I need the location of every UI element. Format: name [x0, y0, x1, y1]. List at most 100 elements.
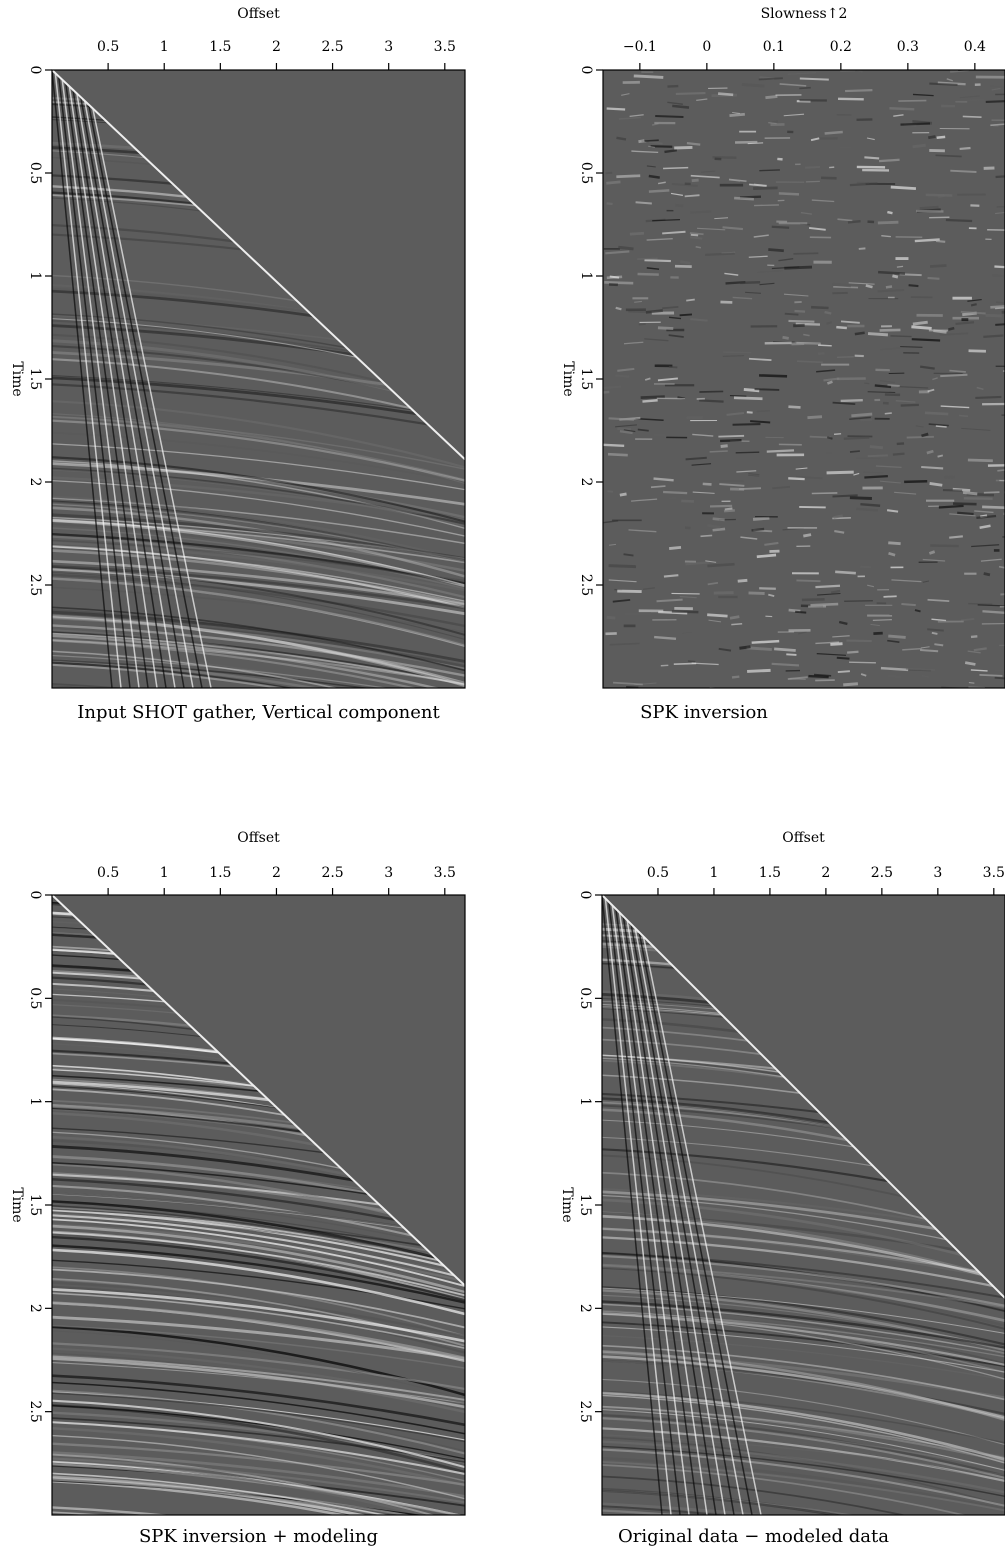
texture [914, 609, 921, 613]
texture [976, 514, 997, 519]
x-tick-label: 3 [384, 39, 393, 55]
texture [720, 444, 728, 449]
texture [799, 86, 811, 90]
x-tick-label: 0.5 [97, 39, 119, 55]
texture [52, 476, 465, 522]
texture [679, 596, 697, 599]
texture [900, 403, 919, 407]
texture [602, 1405, 1005, 1463]
texture [726, 412, 745, 416]
texture [675, 203, 684, 208]
texture [878, 270, 906, 275]
texture [908, 284, 919, 288]
texture [602, 1211, 1005, 1281]
texture [929, 264, 947, 268]
texture [887, 384, 900, 387]
texture [628, 529, 657, 533]
texture [734, 196, 754, 201]
texture [623, 341, 644, 345]
texture [707, 562, 735, 568]
texture [759, 587, 776, 590]
texture [602, 1502, 1005, 1515]
texture [52, 501, 465, 563]
texture [889, 107, 915, 111]
texture [602, 1490, 1005, 1515]
texture [887, 639, 900, 643]
texture [795, 467, 808, 470]
texture [52, 567, 465, 616]
texture [898, 385, 929, 389]
texture [826, 380, 833, 385]
y-tick-label: 2 [27, 1304, 43, 1313]
texture [962, 491, 978, 496]
texture [799, 505, 826, 509]
texture [655, 115, 684, 118]
texture [888, 634, 906, 639]
first-break [602, 895, 1005, 1299]
texture [837, 670, 850, 674]
panel-caption: Original data − modeled data [618, 1526, 889, 1547]
texture [774, 647, 796, 652]
texture [926, 449, 934, 455]
texture [697, 227, 726, 231]
texture [840, 320, 860, 324]
texture [843, 436, 870, 440]
texture [52, 1399, 465, 1469]
texture [928, 135, 936, 140]
texture [937, 454, 944, 458]
texture [922, 558, 946, 562]
texture [52, 532, 465, 586]
texture [748, 255, 768, 258]
texture [826, 470, 854, 475]
texture [985, 313, 1002, 318]
texture [602, 1434, 1005, 1476]
texture [817, 352, 825, 355]
texture [732, 423, 761, 426]
texture [690, 318, 708, 322]
texture [634, 300, 642, 303]
texture [54, 70, 122, 688]
texture [52, 1374, 465, 1427]
texture [613, 681, 643, 686]
texture [616, 895, 708, 1515]
texture [983, 491, 1000, 494]
texture [52, 1458, 465, 1515]
texture [958, 414, 969, 418]
texture [953, 502, 977, 506]
texture [712, 527, 726, 532]
texture [752, 516, 770, 521]
texture [637, 272, 659, 276]
texture [645, 309, 663, 314]
texture [52, 519, 465, 588]
texture [52, 462, 465, 506]
texture [884, 412, 892, 415]
texture [748, 357, 772, 362]
texture [733, 396, 763, 401]
texture [663, 574, 679, 578]
texture [811, 492, 838, 495]
texture [602, 1508, 1005, 1515]
texture [52, 513, 465, 560]
texture [606, 107, 626, 111]
texture [52, 630, 465, 684]
texture [681, 631, 693, 634]
texture [794, 309, 806, 313]
texture [959, 146, 971, 151]
texture [930, 544, 959, 548]
texture [741, 83, 765, 88]
texture [864, 156, 880, 160]
texture [759, 169, 780, 172]
texture [52, 1434, 465, 1500]
texture [968, 602, 993, 605]
texture [602, 1487, 1005, 1515]
texture [881, 235, 891, 238]
y-tick-label: 1.5 [578, 368, 594, 390]
texture [983, 572, 991, 577]
texture [602, 1405, 1005, 1459]
texture [719, 483, 745, 487]
texture [739, 181, 755, 185]
texture [690, 174, 720, 179]
texture [689, 232, 704, 236]
texture [967, 458, 993, 463]
